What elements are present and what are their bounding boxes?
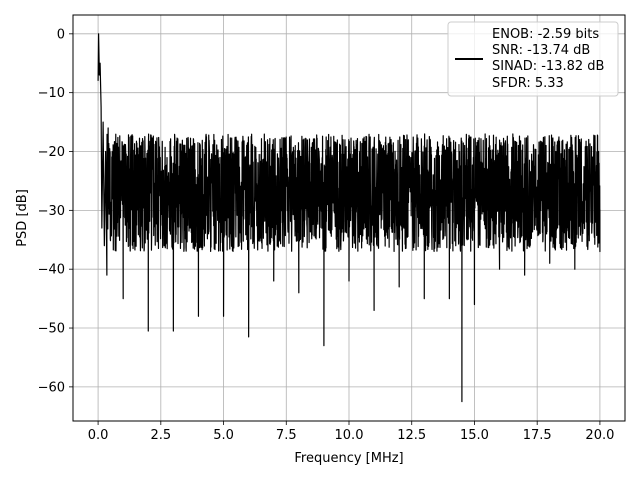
x-tick-label: 20.0 (585, 428, 614, 443)
y-tick-label: −40 (38, 263, 65, 278)
series-layer (97, 33, 601, 403)
legend-enob: ENOB: -2.59 bits (492, 27, 599, 42)
x-ticks: 0.0 2.5 5.0 7.5 10.0 12.5 15.0 17.5 20.0 (88, 421, 614, 443)
y-ticks: 0 −10 −20 −30 −40 −50 −60 (38, 27, 73, 395)
x-tick-label: 12.5 (397, 428, 426, 443)
y-tick-label: 0 (57, 27, 65, 42)
x-axis-label: Frequency [MHz] (294, 451, 403, 466)
legend: ENOB: -2.59 bits SNR: -13.74 dB SINAD: -… (447, 21, 619, 97)
x-tick-label: 5.0 (213, 428, 234, 443)
y-tick-label: −50 (38, 322, 65, 337)
legend-sinad: SINAD: -13.82 dB (492, 59, 604, 74)
x-tick-label: 7.5 (276, 428, 297, 443)
legend-box (447, 21, 619, 97)
y-tick-label: −30 (38, 204, 65, 219)
legend-sfdr: SFDR: 5.33 (492, 76, 564, 91)
x-tick-label: 2.5 (150, 428, 171, 443)
x-tick-label: 10.0 (335, 428, 364, 443)
x-tick-label: 17.5 (523, 428, 552, 443)
y-tick-label: −60 (38, 380, 65, 395)
x-tick-label: 0.0 (88, 428, 109, 443)
y-tick-label: −10 (38, 86, 65, 101)
x-tick-label: 15.0 (460, 428, 489, 443)
psd-series-line (97, 33, 601, 403)
y-axis-label: PSD [dB] (15, 189, 30, 247)
legend-snr: SNR: -13.74 dB (492, 43, 590, 58)
y-tick-label: −20 (38, 145, 65, 160)
